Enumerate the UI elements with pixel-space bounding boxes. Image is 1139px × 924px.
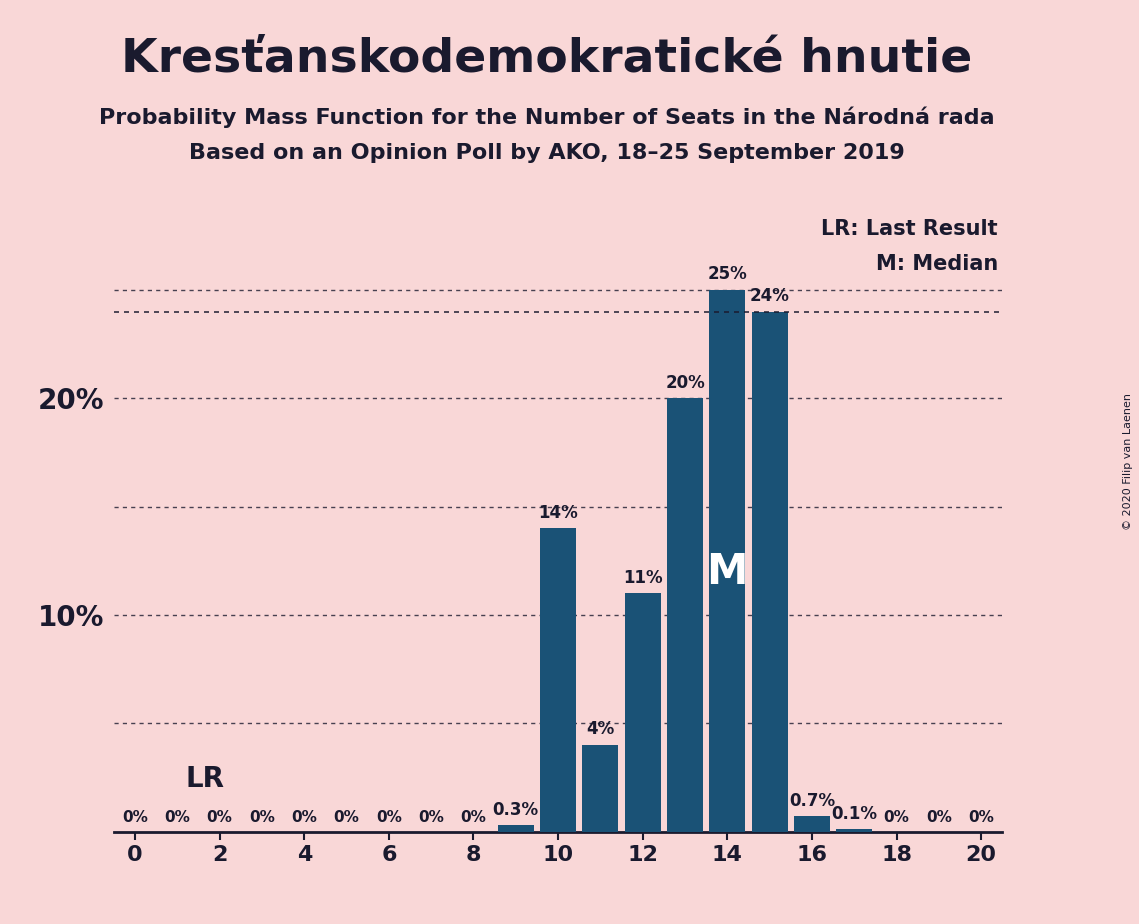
Text: Probability Mass Function for the Number of Seats in the Národná rada: Probability Mass Function for the Number… bbox=[99, 106, 994, 128]
Text: 0%: 0% bbox=[164, 810, 190, 825]
Text: 0%: 0% bbox=[968, 810, 994, 825]
Bar bbox=[836, 830, 872, 832]
Bar bbox=[498, 825, 534, 832]
Text: 4%: 4% bbox=[587, 721, 615, 738]
Bar bbox=[794, 817, 830, 832]
Text: 20%: 20% bbox=[665, 374, 705, 392]
Text: 0%: 0% bbox=[460, 810, 486, 825]
Text: 25%: 25% bbox=[707, 265, 747, 284]
Text: 0.3%: 0.3% bbox=[493, 800, 539, 819]
Text: 0%: 0% bbox=[884, 810, 910, 825]
Text: 0%: 0% bbox=[122, 810, 148, 825]
Bar bbox=[582, 745, 618, 832]
Text: 24%: 24% bbox=[749, 287, 789, 305]
Text: 14%: 14% bbox=[539, 504, 577, 522]
Bar bbox=[752, 311, 788, 832]
Bar bbox=[540, 529, 576, 832]
Text: 0%: 0% bbox=[418, 810, 444, 825]
Text: Kresťanskodemokratické hnutie: Kresťanskodemokratické hnutie bbox=[121, 37, 973, 82]
Text: LR: LR bbox=[186, 764, 224, 793]
Text: 0%: 0% bbox=[206, 810, 232, 825]
Text: 0%: 0% bbox=[376, 810, 402, 825]
Text: 0.7%: 0.7% bbox=[789, 792, 835, 810]
Text: M: Median: M: Median bbox=[876, 254, 998, 274]
Bar bbox=[667, 398, 703, 832]
Text: 0.1%: 0.1% bbox=[831, 805, 877, 823]
Text: 0%: 0% bbox=[334, 810, 360, 825]
Text: Based on an Opinion Poll by AKO, 18–25 September 2019: Based on an Opinion Poll by AKO, 18–25 S… bbox=[189, 143, 904, 164]
Text: © 2020 Filip van Laenen: © 2020 Filip van Laenen bbox=[1123, 394, 1133, 530]
Bar bbox=[710, 290, 745, 832]
Text: LR: Last Result: LR: Last Result bbox=[821, 219, 998, 239]
Text: 0%: 0% bbox=[249, 810, 274, 825]
Text: 0%: 0% bbox=[926, 810, 952, 825]
Text: 0%: 0% bbox=[292, 810, 318, 825]
Bar bbox=[624, 593, 661, 832]
Text: M: M bbox=[706, 551, 748, 592]
Text: 11%: 11% bbox=[623, 569, 663, 587]
